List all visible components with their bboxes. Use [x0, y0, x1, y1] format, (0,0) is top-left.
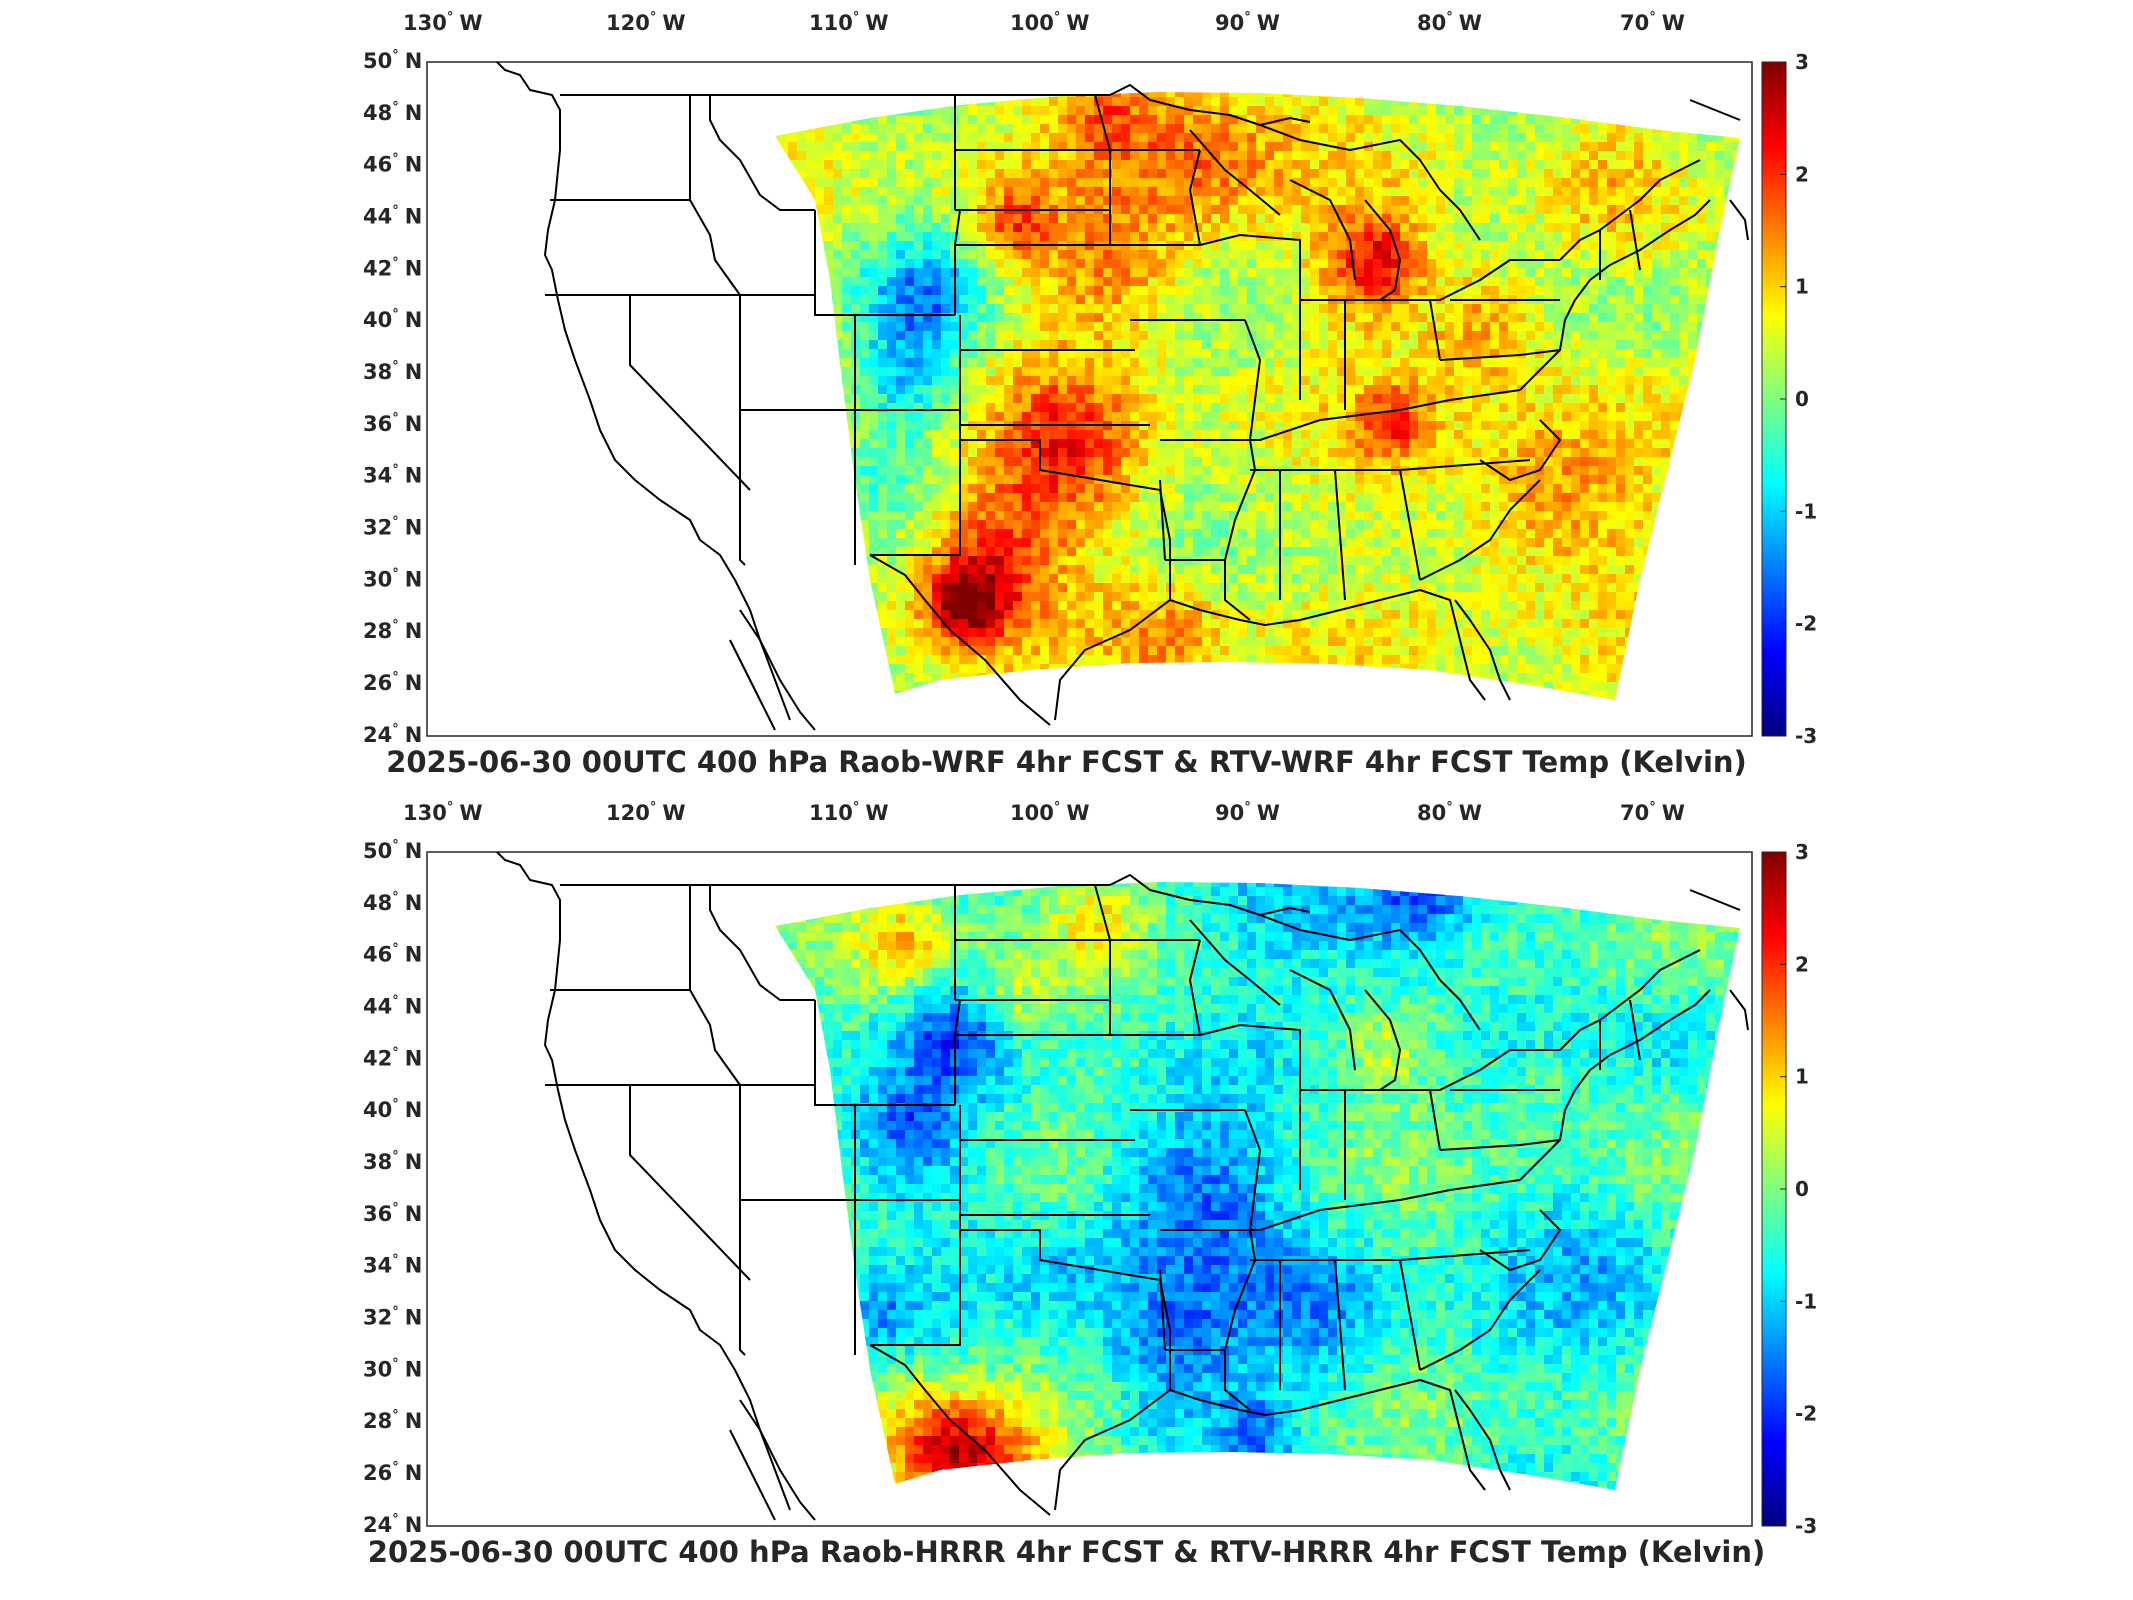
longitude-tick-label: 90° W	[1215, 10, 1280, 35]
longitude-labels: 130° W 120° W 110° W 100° W 90° W 80° W 70° W	[403, 10, 1685, 35]
colorbar-tick-label: -1	[1795, 1289, 1817, 1313]
longitude-tick-label: 70° W	[1620, 10, 1685, 35]
longitude-tick-label: 110° W	[809, 10, 889, 35]
latitude-tick-label: 24° N	[363, 1512, 422, 1537]
latitude-tick-label: 26° N	[363, 670, 422, 695]
latitude-tick-label: 46° N	[363, 152, 422, 177]
latitude-tick-label: 50° N	[363, 838, 422, 863]
temperature-difference-field	[775, 92, 1740, 700]
longitude-labels: 130° W 120° W 110° W 100° W 90° W 80° W 70° W	[403, 800, 1685, 825]
colorbar-ticks: 3 2 1 0 -1 -2 -3	[1780, 50, 1817, 748]
latitude-tick-label: 42° N	[363, 255, 422, 280]
latitude-tick-label: 46° N	[363, 942, 422, 967]
longitude-tick-label: 100° W	[1010, 800, 1090, 825]
latitude-tick-label: 24° N	[363, 722, 422, 747]
latitude-tick-label: 32° N	[363, 1305, 422, 1330]
longitude-tick-label: 90° W	[1215, 800, 1280, 825]
latitude-tick-label: 34° N	[363, 1253, 422, 1278]
latitude-tick-label: 32° N	[363, 515, 422, 540]
latitude-tick-label: 38° N	[363, 359, 422, 384]
colorbar: 3 2 1 0 -1 -2 -3	[1761, 50, 1817, 748]
state-boundaries	[495, 62, 1749, 731]
latitude-tick-label: 44° N	[363, 994, 422, 1019]
latitude-tick-label: 36° N	[363, 411, 422, 436]
colorbar-tick-label: 1	[1795, 275, 1809, 299]
panel-hrrr: 130° W 120° W 110° W 100° W 90° W 80° W 70° W 50° N 48°…	[0, 790, 2133, 1600]
latitude-tick-label: 48° N	[363, 100, 422, 125]
colorbar-tick-label: 1	[1795, 1065, 1809, 1089]
longitude-tick-label: 120° W	[606, 10, 686, 35]
colorbar-tick-label: -3	[1795, 724, 1817, 748]
longitude-tick-label: 130° W	[403, 10, 483, 35]
latitude-tick-label: 34° N	[363, 463, 422, 488]
colorbar-tick-label: 0	[1795, 1177, 1809, 1201]
panel-title: 2025-06-30 00UTC 400 hPa Raob-WRF 4hr FC…	[386, 745, 1747, 779]
latitude-tick-label: 36° N	[363, 1201, 422, 1226]
colorbar-tick-label: 0	[1795, 387, 1809, 411]
colorbar-tick-label: 2	[1795, 162, 1809, 186]
latitude-labels: 50° N 48° N 46° N 44° N 42° N 40° N 38° N 36° N 34° N 32° N…	[363, 838, 422, 1537]
colorbar-tick-label: -2	[1795, 612, 1817, 636]
colorbar-tick-label: 3	[1795, 50, 1809, 74]
temperature-difference-field	[775, 882, 1740, 1490]
longitude-tick-label: 100° W	[1010, 10, 1090, 35]
longitude-tick-label: 120° W	[606, 800, 686, 825]
latitude-tick-label: 40° N	[363, 1097, 422, 1122]
longitude-tick-label: 110° W	[809, 800, 889, 825]
colorbar-tick-label: -3	[1795, 1514, 1817, 1538]
latitude-tick-label: 38° N	[363, 1149, 422, 1174]
colorbar-tick-label: 3	[1795, 840, 1809, 864]
latitude-tick-label: 42° N	[363, 1045, 422, 1070]
longitude-tick-label: 130° W	[403, 800, 483, 825]
colorbar-tick-label: -2	[1795, 1402, 1817, 1426]
map-hrrr: 130° W 120° W 110° W 100° W 90° W 80° W 70° W 50° N 48°…	[363, 800, 1817, 1538]
map-wrf: 130° W 120° W 110° W 100° W 90° W 80° W 70° W 50° N 48°…	[363, 10, 1817, 748]
panel-wrf: 130° W 120° W 110° W 100° W 90° W 80° W 70° W 50° N 48°…	[0, 0, 2133, 790]
latitude-tick-label: 26° N	[363, 1460, 422, 1485]
longitude-tick-label: 70° W	[1620, 800, 1685, 825]
longitude-tick-label: 80° W	[1417, 10, 1482, 35]
latitude-tick-label: 44° N	[363, 204, 422, 229]
state-boundaries	[495, 852, 1749, 1521]
latitude-tick-label: 28° N	[363, 618, 422, 643]
latitude-tick-label: 30° N	[363, 1356, 422, 1381]
latitude-labels: 50° N 48° N 46° N 44° N 42° N 40° N 38° N 36° N 34° N 32° N…	[363, 48, 422, 747]
latitude-tick-label: 28° N	[363, 1408, 422, 1433]
latitude-tick-label: 48° N	[363, 890, 422, 915]
latitude-tick-label: 30° N	[363, 566, 422, 591]
latitude-tick-label: 40° N	[363, 307, 422, 332]
longitude-tick-label: 80° W	[1417, 800, 1482, 825]
colorbar-ticks: 3 2 1 0 -1 -2 -3	[1780, 840, 1817, 1538]
colorbar-tick-label: 2	[1795, 952, 1809, 976]
colorbar: 3 2 1 0 -1 -2 -3	[1761, 840, 1817, 1538]
colorbar-tick-label: -1	[1795, 499, 1817, 523]
panel-title: 2025-06-30 00UTC 400 hPa Raob-HRRR 4hr F…	[367, 1535, 1766, 1569]
latitude-tick-label: 50° N	[363, 48, 422, 73]
